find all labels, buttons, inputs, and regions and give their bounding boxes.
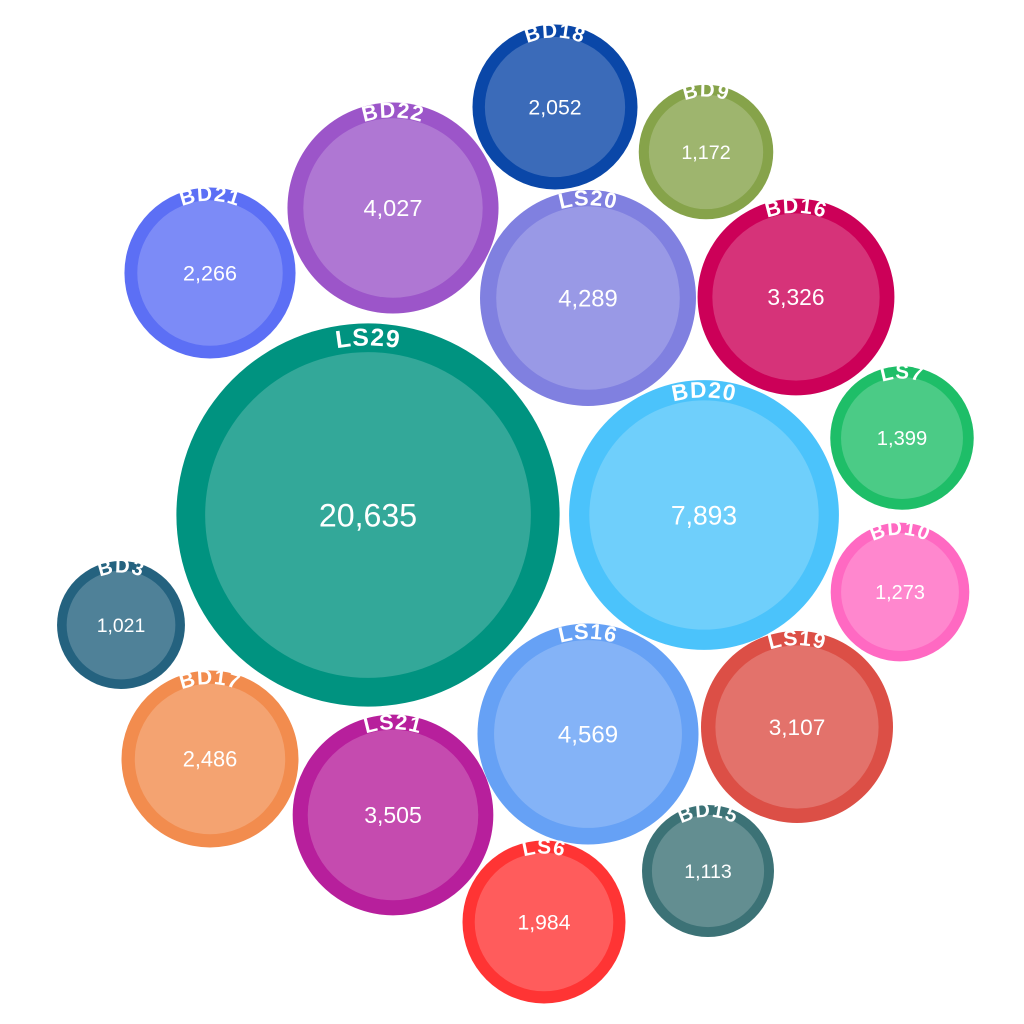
bubble-name-path: LS16 <box>556 619 619 648</box>
bubble-inner <box>841 533 959 651</box>
bubble-name: LS7 <box>878 360 926 386</box>
bubble-name: LS29 <box>334 324 402 354</box>
value-label: 2,486 <box>183 747 238 772</box>
bubble <box>697 198 895 396</box>
value-label: 1,021 <box>97 615 146 637</box>
value-label: 1,113 <box>684 861 732 883</box>
bubble <box>830 366 974 510</box>
bubble-inner <box>841 377 963 499</box>
bubble <box>292 714 494 916</box>
value-label: 7,893 <box>671 500 737 530</box>
bubble <box>472 24 638 190</box>
bubble-name: BD3 <box>95 555 147 581</box>
bubble-inner <box>137 200 283 346</box>
bubble <box>700 630 894 824</box>
value-label: 4,569 <box>558 721 618 748</box>
bubble-inner <box>303 118 483 298</box>
bubble-inner <box>715 645 879 809</box>
bubble-inner <box>205 352 531 678</box>
bubble-name: BD22 <box>359 97 427 127</box>
bubble <box>477 623 699 845</box>
value-label: 3,505 <box>364 802 422 828</box>
bubble <box>287 102 499 314</box>
bubble-inner <box>307 729 479 901</box>
bubble-name-path: LS21 <box>361 710 424 738</box>
value-label: 3,107 <box>769 715 826 740</box>
value-label: 3,326 <box>767 284 824 310</box>
bubble <box>638 84 774 220</box>
bubble-inner <box>648 94 764 210</box>
bubble-name-path: BD3 <box>95 555 146 581</box>
bubble-inner <box>712 213 880 381</box>
bubble-name-path: LS19 <box>765 626 828 654</box>
value-label: 1,172 <box>681 142 730 164</box>
bubble-inner <box>494 640 682 828</box>
bubble-name: BD20 <box>669 376 739 406</box>
value-label: 1,984 <box>518 911 571 934</box>
bubble-name-path: BD20 <box>669 376 738 406</box>
bubble-name: LS19 <box>765 626 829 654</box>
bubble-name-path: LS6 <box>520 835 567 861</box>
value-label: 2,052 <box>528 95 581 119</box>
bubble-name-path: LS20 <box>556 185 619 214</box>
value-label: 1,273 <box>875 582 925 604</box>
bubble-inner <box>589 400 819 630</box>
bubble-inner <box>484 36 626 178</box>
bubble-name-path: LS7 <box>878 360 925 386</box>
bubble-inner <box>651 814 765 928</box>
bubble-name: LS20 <box>556 185 620 214</box>
bubble-name: LS21 <box>361 710 425 738</box>
bubble <box>176 323 560 707</box>
bubble <box>642 805 774 937</box>
value-label: 1,399 <box>877 428 927 450</box>
bubble-inner <box>496 206 680 390</box>
bubble-name-path: BD16 <box>762 194 829 223</box>
bubble-inner <box>134 683 286 835</box>
bubble-name: LS16 <box>556 619 620 648</box>
bubble-name-path: LS29 <box>334 324 401 354</box>
bubble <box>830 522 970 662</box>
bubble-name-path: BD9 <box>680 79 731 105</box>
bubble <box>462 840 626 1004</box>
bubble-name: BD9 <box>680 79 732 105</box>
bubble <box>121 670 299 848</box>
value-label: 2,266 <box>183 261 237 286</box>
bubble <box>57 561 185 689</box>
bubble-name: BD16 <box>762 194 830 223</box>
bubble-inner <box>474 852 614 992</box>
bubble-name-path: BD22 <box>359 97 426 127</box>
bubble <box>480 190 696 406</box>
bubble <box>569 380 839 650</box>
bubble-inner <box>66 570 176 680</box>
value-label: 4,289 <box>558 285 618 312</box>
bubble-name: LS6 <box>520 835 568 861</box>
value-label: 20,635 <box>319 497 417 533</box>
value-label: 4,027 <box>364 195 423 221</box>
bubble <box>124 187 296 359</box>
